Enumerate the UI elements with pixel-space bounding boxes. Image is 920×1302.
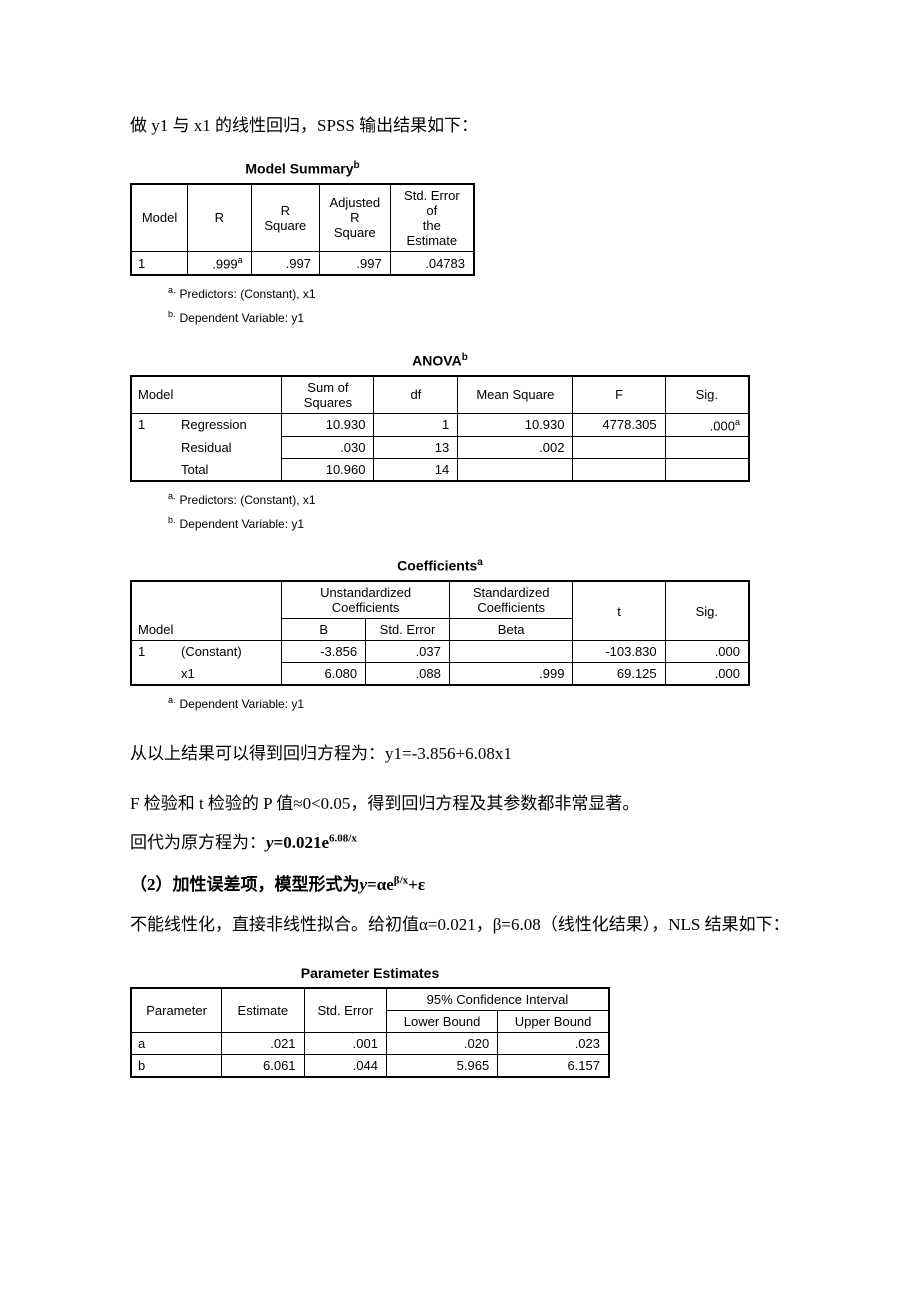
model-summary-title: Model Summaryb <box>130 160 475 177</box>
line3-prefix: 回代为原方程为： <box>130 833 266 852</box>
param-est-title: Parameter Estimates <box>130 965 610 981</box>
conclusion-line-2: F 检验和 t 检验的 P 值≈0<0.05，得到回归方程及其参数都非常显著。 <box>130 788 800 820</box>
line3-equation: y=0.021e6.08/x <box>266 833 357 852</box>
model-summary-footnotes: a.Predictors: (Constant), x1b.Dependent … <box>168 282 800 330</box>
anova-table: ModelSum ofSquaresdfMean SquareFSig.1Reg… <box>130 375 750 482</box>
model-summary-table: ModelRR SquareAdjustedR SquareStd. Error… <box>130 183 475 276</box>
line4-equation: y=αeβ/x+ε <box>360 875 426 894</box>
intro-text: 做 y1 与 x1 的线性回归，SPSS 输出结果如下： <box>130 110 800 142</box>
conclusion-line-1: 从以上结果可以得到回归方程为：y1=-3.856+6.08x1 <box>130 738 800 770</box>
conclusion-line-5: 不能线性化，直接非线性拟合。给初值α=0.021，β=6.08（线性化结果），N… <box>130 909 800 941</box>
line4-prefix: （2）加性误差项，模型形式为 <box>130 875 360 894</box>
conclusion-line-3: 回代为原方程为：y=0.021e6.08/x <box>130 827 800 859</box>
param-est-table: ParameterEstimateStd. Error95% Confidenc… <box>130 987 610 1078</box>
anova-title: ANOVAb <box>130 352 750 369</box>
coefficients-table: ModelUnstandardizedCoefficientsStandardi… <box>130 580 750 686</box>
coefficients-title: Coefficientsa <box>130 557 750 574</box>
coefficients-footnotes: a.Dependent Variable: y1 <box>168 692 800 716</box>
conclusion-line-4: （2）加性误差项，模型形式为y=αeβ/x+ε <box>130 869 800 901</box>
anova-footnotes: a.Predictors: (Constant), x1b.Dependent … <box>168 488 800 536</box>
